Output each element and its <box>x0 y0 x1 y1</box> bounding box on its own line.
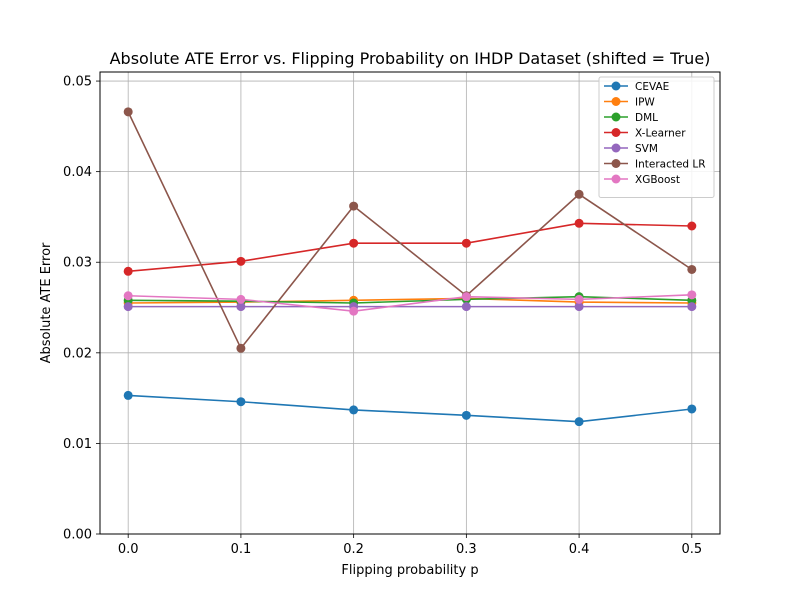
legend-marker <box>611 159 621 168</box>
series-line <box>127 111 693 350</box>
series-x-learner <box>123 218 697 276</box>
x-tick-label: 0.3 <box>456 542 477 557</box>
y-axis-label: Absolute ATE Error <box>39 242 54 363</box>
data-point <box>236 256 246 266</box>
legend-marker <box>611 174 621 184</box>
series-line <box>128 294 692 312</box>
legend-item: SVM <box>604 143 658 155</box>
legend-marker <box>611 128 621 137</box>
data-point <box>236 343 246 353</box>
y-tick-label: 0.01 <box>63 437 92 452</box>
data-point <box>461 410 471 420</box>
data-point <box>574 218 584 228</box>
series-line <box>128 222 692 273</box>
legend-label: XGBoost <box>635 174 680 186</box>
data-point <box>349 201 359 211</box>
legend-item: IPW <box>604 97 655 109</box>
legend-marker <box>611 112 621 122</box>
data-point <box>236 294 246 304</box>
data-point <box>687 264 697 274</box>
legend-label: CEVAE <box>635 81 669 93</box>
legend-frame <box>598 76 715 198</box>
data-point <box>574 417 584 427</box>
x-tick-label: 0.1 <box>231 542 252 557</box>
series-cevae <box>123 390 697 427</box>
legend-item: CEVAE <box>604 81 669 93</box>
x-tick-label: 0.5 <box>681 542 702 557</box>
data-point <box>687 290 697 300</box>
legend-item: Interacted LR <box>604 159 706 171</box>
y-tick-label: 0.03 <box>63 256 92 271</box>
x-tick-label: 0.0 <box>118 542 139 557</box>
legend-label: IPW <box>635 97 655 109</box>
chart-title: Absolute ATE Error vs. Flipping Probabil… <box>110 49 711 68</box>
data-point <box>236 302 246 312</box>
y-tick-label: 0.04 <box>63 165 92 180</box>
x-tick-label: 0.4 <box>569 542 590 557</box>
series-layer <box>123 107 697 427</box>
data-point <box>461 292 471 302</box>
y-axis-ticks: 0.00 0.01 0.02 0.03 0.04 0.05 <box>63 75 100 543</box>
data-point <box>123 266 133 276</box>
series-line <box>128 297 692 304</box>
x-axis-label: Flipping probability p <box>341 563 478 578</box>
y-tick-label: 0.05 <box>63 75 92 90</box>
y-tick-label: 0.02 <box>63 346 92 361</box>
data-point <box>349 306 359 316</box>
x-tick-label: 0.2 <box>343 542 364 557</box>
legend-item: X-Learner <box>604 128 686 140</box>
legend-marker <box>611 97 621 106</box>
series-xgboost <box>123 290 697 316</box>
data-point <box>123 291 133 301</box>
legend-label: X-Learner <box>635 128 686 140</box>
y-tick-label: 0.00 <box>63 528 92 543</box>
data-point <box>236 397 246 407</box>
data-point <box>461 302 471 312</box>
series-line <box>128 394 692 423</box>
legend-item: DML <box>604 112 658 124</box>
data-point <box>349 238 359 248</box>
data-point <box>574 189 584 199</box>
legend-marker <box>611 143 621 153</box>
legend-marker <box>611 81 621 91</box>
plot-frame <box>99 71 721 535</box>
series-line <box>128 295 692 304</box>
data-point <box>123 107 133 117</box>
data-point <box>349 405 359 415</box>
legend: CEVAE IPW DML X-Learner SVM Interacted LR XGBo… <box>598 76 715 198</box>
data-point <box>687 302 697 312</box>
data-point <box>461 238 471 248</box>
x-axis-ticks: 0.0 0.1 0.2 0.3 0.4 0.5 <box>118 534 702 557</box>
data-point <box>123 390 133 400</box>
data-point <box>687 404 697 414</box>
legend-item: XGBoost <box>604 174 680 186</box>
legend-label: DML <box>635 112 658 124</box>
legend-label: SVM <box>635 143 658 155</box>
data-point <box>123 302 133 312</box>
data-point <box>574 294 584 304</box>
legend-label: Interacted LR <box>635 159 706 171</box>
data-point <box>687 221 697 231</box>
data-point <box>574 302 584 312</box>
